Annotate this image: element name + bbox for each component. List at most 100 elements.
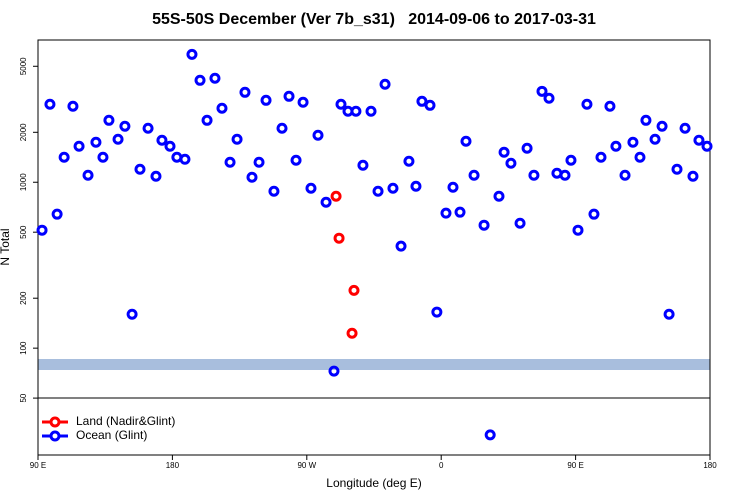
point: [268, 185, 280, 197]
legend-label: Land (Nadir&Glint): [76, 414, 175, 428]
point: [142, 122, 154, 134]
point: [164, 140, 176, 152]
x-tick-label: 180: [166, 461, 180, 470]
point: [656, 120, 668, 132]
point: [134, 163, 146, 175]
point: [649, 133, 661, 145]
point: [126, 308, 138, 320]
point: [671, 163, 683, 175]
x-tick-label: 90 E: [567, 461, 583, 470]
point: [67, 100, 79, 112]
legend-marker: [49, 416, 61, 428]
point: [103, 114, 115, 126]
point: [454, 206, 466, 218]
point: [403, 155, 415, 167]
point: [634, 151, 646, 163]
point: [693, 134, 705, 146]
point: [97, 151, 109, 163]
shaded-band: [38, 359, 710, 370]
point: [201, 114, 213, 126]
point: [687, 170, 699, 182]
x-axis-label: Longitude (deg E): [326, 476, 421, 490]
point: [112, 133, 124, 145]
point: [588, 208, 600, 220]
point: [209, 72, 221, 84]
point: [330, 190, 342, 202]
point: [468, 169, 480, 181]
point: [498, 146, 510, 158]
point: [333, 232, 345, 244]
point: [410, 180, 422, 192]
point: [239, 86, 251, 98]
point: [416, 95, 428, 107]
point: [224, 156, 236, 168]
point: [119, 120, 131, 132]
point: [297, 96, 309, 108]
point: [387, 182, 399, 194]
point: [82, 169, 94, 181]
point: [320, 196, 332, 208]
point: [581, 98, 593, 110]
point: [328, 365, 340, 377]
x-tick-label: 90 W: [297, 461, 316, 470]
point: [559, 169, 571, 181]
point: [346, 327, 358, 339]
point: [194, 74, 206, 86]
y-axis-label: N Total: [0, 228, 12, 265]
point: [350, 105, 362, 117]
point: [58, 151, 70, 163]
point: [460, 135, 472, 147]
point: [505, 157, 517, 169]
point: [431, 306, 443, 318]
point: [536, 85, 548, 97]
point: [276, 122, 288, 134]
chart-title: 55S-50S December (Ver 7b_s31) 2014-09-06…: [152, 11, 596, 28]
legend-marker: [49, 430, 61, 442]
point: [610, 140, 622, 152]
point: [335, 98, 347, 110]
point: [514, 217, 526, 229]
y-tick-label: 500: [19, 225, 28, 239]
point: [357, 159, 369, 171]
x-tick-label: 0: [439, 461, 444, 470]
point: [521, 142, 533, 154]
point: [379, 78, 391, 90]
point: [51, 208, 63, 220]
legend-label: Ocean (Glint): [76, 428, 147, 442]
point: [484, 429, 496, 441]
point: [44, 98, 56, 110]
point: [283, 90, 295, 102]
point: [36, 224, 48, 236]
point: [604, 100, 616, 112]
point: [627, 136, 639, 148]
point: [679, 122, 691, 134]
point: [543, 92, 555, 104]
point: [478, 219, 490, 231]
point: [572, 224, 584, 236]
point: [440, 207, 452, 219]
point: [595, 151, 607, 163]
y-tick-label: 100: [19, 341, 28, 355]
point: [73, 140, 85, 152]
x-tick-label: 180: [703, 461, 717, 470]
point: [246, 171, 258, 183]
point: [253, 156, 265, 168]
y-tick-label: 2000: [19, 123, 28, 141]
y-tick-label: 5000: [19, 57, 28, 75]
point: [179, 153, 191, 165]
point: [231, 133, 243, 145]
point: [372, 185, 384, 197]
point: [528, 169, 540, 181]
point: [701, 140, 713, 152]
point: [365, 105, 377, 117]
point: [90, 136, 102, 148]
plot-frame: [37, 39, 711, 456]
point: [447, 181, 459, 193]
point: [290, 154, 302, 166]
point: [186, 48, 198, 60]
x-tick-label: 90 E: [30, 461, 46, 470]
point: [640, 114, 652, 126]
point: [663, 308, 675, 320]
